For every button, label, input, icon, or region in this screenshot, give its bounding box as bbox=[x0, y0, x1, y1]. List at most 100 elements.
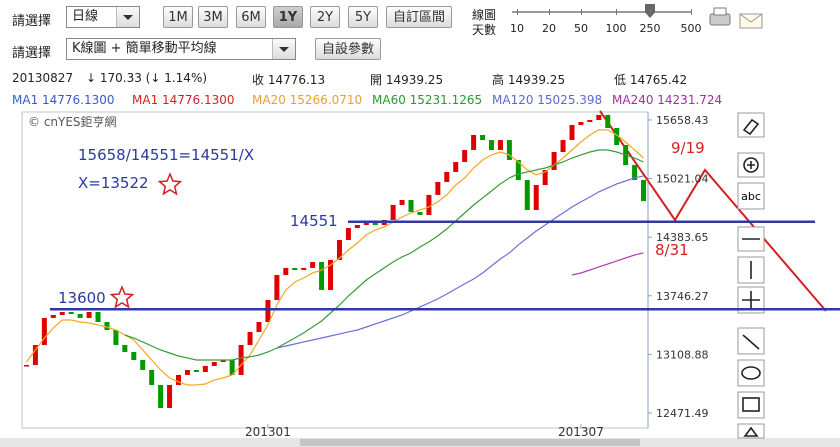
range-button[interactable]: 1Y bbox=[273, 6, 303, 28]
ma-line bbox=[276, 175, 644, 349]
candle bbox=[345, 228, 351, 240]
note: 8/31 bbox=[655, 241, 689, 259]
candle bbox=[506, 140, 512, 160]
mail-flap bbox=[739, 13, 763, 23]
range-button[interactable]: 1M bbox=[163, 6, 193, 28]
settings-button[interactable]: 自設參數 bbox=[315, 38, 381, 60]
candle bbox=[310, 261, 316, 268]
tool-triangle[interactable] bbox=[737, 423, 765, 439]
candle bbox=[569, 124, 575, 141]
cross-icon bbox=[742, 291, 760, 309]
candle bbox=[149, 369, 155, 385]
period-select[interactable]: 日線 bbox=[66, 6, 140, 28]
days-label: 線圖 bbox=[472, 8, 497, 22]
hline-label: 14551 bbox=[290, 212, 338, 230]
legend-entry: MA20 15266.0710 bbox=[252, 93, 363, 107]
candle bbox=[372, 221, 378, 225]
candle bbox=[193, 369, 199, 373]
x-tick-label: 201301 bbox=[245, 425, 291, 439]
ma-line bbox=[26, 129, 644, 386]
chart-kind-value: K線圖 + 簡單移動平均線 bbox=[72, 41, 217, 56]
range-button[interactable]: 5Y bbox=[348, 6, 378, 28]
candle bbox=[614, 127, 620, 146]
ellipse-icon bbox=[741, 366, 761, 380]
candle bbox=[301, 267, 307, 270]
y-tick-label: 15021.04 bbox=[656, 173, 709, 186]
tool-text[interactable] bbox=[737, 182, 765, 210]
icons bbox=[709, 7, 763, 29]
candle bbox=[131, 351, 137, 360]
legend-entry: MA1 14776.1300 bbox=[12, 93, 115, 107]
candle bbox=[515, 159, 521, 181]
printer-paper bbox=[713, 7, 727, 16]
days-tick bbox=[650, 9, 651, 15]
candle bbox=[283, 267, 289, 276]
candle bbox=[399, 199, 405, 205]
range-button[interactable]: 2Y bbox=[310, 6, 340, 28]
printer-icon[interactable] bbox=[709, 13, 731, 26]
dropdown-arrow bbox=[272, 39, 295, 59]
candle bbox=[113, 329, 119, 345]
range-button[interactable]: 6M bbox=[236, 6, 266, 28]
candle bbox=[336, 239, 342, 260]
legend-entry: MA60 15231.1265 bbox=[372, 93, 483, 107]
candle bbox=[86, 311, 92, 318]
candle bbox=[417, 211, 423, 215]
candle bbox=[59, 311, 65, 316]
candle bbox=[247, 332, 253, 345]
days-tick-label: 50 bbox=[574, 22, 588, 35]
plot-frame bbox=[21, 111, 649, 429]
chart-kind-select[interactable]: K線圖 + 簡單移動平均線 bbox=[66, 38, 296, 60]
candle bbox=[551, 151, 557, 171]
y-tick-label: 12471.49 bbox=[656, 407, 709, 420]
y-tick-label: 13108.88 bbox=[656, 348, 709, 361]
select-label: 請選擇 bbox=[12, 14, 52, 29]
select-label: 請選擇 bbox=[12, 46, 52, 61]
quote-high: 高 14939.25 bbox=[492, 73, 566, 87]
custom-range-button[interactable]: 自訂區間 bbox=[386, 6, 452, 28]
candle bbox=[158, 384, 164, 408]
candle bbox=[587, 119, 593, 123]
note: 9/19 bbox=[671, 139, 705, 157]
days-tick bbox=[616, 9, 617, 15]
candle bbox=[292, 267, 298, 270]
days-slider[interactable] bbox=[512, 11, 692, 13]
candle bbox=[480, 134, 486, 141]
days-tick-label: 250 bbox=[639, 22, 661, 35]
tool-trend[interactable] bbox=[737, 327, 765, 355]
candle bbox=[489, 140, 494, 150]
quote-close: 收 14776.13 bbox=[252, 73, 326, 87]
star bbox=[109, 285, 135, 309]
candle bbox=[104, 321, 110, 330]
candle bbox=[68, 311, 74, 314]
candle bbox=[256, 321, 262, 333]
days-tick bbox=[691, 9, 692, 15]
candle bbox=[605, 114, 611, 128]
candle bbox=[524, 180, 530, 211]
quote-date: 20130827 bbox=[12, 71, 74, 85]
range-button[interactable]: 3M bbox=[198, 6, 228, 28]
days-tick-label: 20 bbox=[542, 22, 556, 35]
tool-rect[interactable] bbox=[737, 391, 765, 419]
scroll-thumb[interactable] bbox=[300, 439, 640, 446]
drawn-zigzag bbox=[599, 110, 827, 312]
candle bbox=[328, 259, 334, 290]
triangle-icon bbox=[743, 426, 759, 437]
legend-entry: MA1 14776.1300 bbox=[132, 93, 235, 107]
candle bbox=[176, 374, 181, 385]
days-tick-label: 500 bbox=[680, 22, 702, 35]
candle bbox=[50, 315, 56, 318]
candle bbox=[426, 194, 432, 215]
candle bbox=[220, 359, 226, 362]
zoom-plus bbox=[747, 161, 755, 169]
candle bbox=[560, 140, 566, 152]
candle bbox=[471, 134, 477, 150]
candle bbox=[122, 344, 128, 352]
candle bbox=[23, 365, 29, 367]
candle bbox=[202, 365, 208, 373]
candle bbox=[542, 170, 548, 186]
candle bbox=[238, 344, 244, 375]
candle bbox=[77, 313, 83, 318]
candle bbox=[95, 311, 101, 322]
